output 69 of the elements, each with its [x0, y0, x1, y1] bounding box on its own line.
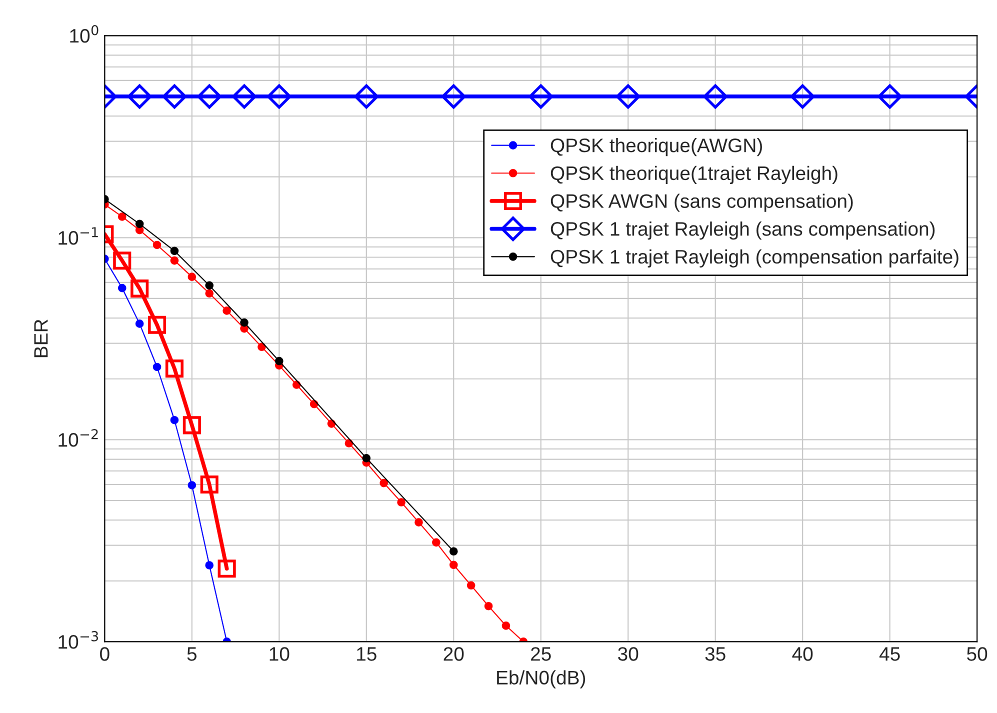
point — [205, 561, 214, 570]
point — [432, 538, 440, 547]
point — [205, 281, 214, 290]
point — [222, 306, 231, 315]
legend-label: QPSK 1 trajet Rayleigh (sans compensation) — [550, 222, 935, 240]
y-tick-label: 10$^{−2}$ — [58, 429, 98, 447]
y-tick-label: 10$^{0}$ — [70, 25, 98, 43]
point — [130, 280, 149, 298]
point — [148, 316, 166, 334]
point — [380, 478, 388, 488]
point — [466, 581, 476, 590]
point — [152, 362, 162, 372]
point — [182, 416, 201, 434]
point — [113, 252, 132, 270]
point — [616, 84, 640, 109]
x-tick-label: 45 — [879, 647, 900, 661]
x-tick-label: 10 — [270, 647, 290, 661]
y-tick-label: 10$^{−1}$ — [58, 227, 98, 245]
point — [205, 289, 214, 298]
point — [165, 360, 184, 378]
point — [397, 498, 406, 506]
legend-label: QPSK theorique(AWGN) — [550, 138, 762, 156]
x-tick-label: 50 — [967, 647, 988, 661]
point — [258, 342, 266, 352]
point — [484, 602, 493, 610]
point — [790, 84, 815, 109]
point — [528, 84, 554, 109]
point — [449, 560, 458, 570]
point — [135, 320, 144, 328]
x-tick-label: 15 — [357, 647, 376, 661]
point — [162, 84, 187, 109]
point — [240, 318, 248, 327]
point — [118, 284, 126, 292]
point — [152, 240, 162, 250]
point — [354, 84, 379, 109]
point — [274, 356, 284, 366]
point — [170, 246, 179, 256]
point — [200, 475, 218, 494]
point — [170, 416, 179, 424]
x-tick-label: 35 — [705, 647, 726, 661]
point — [127, 84, 152, 109]
point — [170, 256, 179, 265]
point — [449, 547, 458, 556]
point — [135, 220, 144, 228]
legend-label: QPSK AWGN (sans compensation) — [550, 194, 853, 212]
point — [188, 481, 196, 490]
x-tick-label: 30 — [618, 647, 638, 661]
point — [362, 454, 371, 462]
point — [502, 622, 510, 630]
x-tick-label: 5 — [187, 647, 197, 661]
y-tick-label: 10$^{−3}$ — [58, 631, 98, 649]
point — [232, 84, 256, 109]
x-axis-title: Eb/N0(dB) — [497, 670, 586, 688]
y-axis-title: BER — [34, 320, 48, 358]
point — [703, 84, 728, 109]
legend-label: QPSK theorique(1trajet Rayleigh) — [550, 166, 838, 184]
point — [218, 560, 236, 578]
point — [266, 84, 292, 109]
x-tick-label: 40 — [792, 647, 813, 661]
x-tick-label: 0 — [100, 647, 110, 661]
x-tick-label: 20 — [444, 647, 464, 661]
point — [197, 84, 222, 109]
x-tick-label: 25 — [531, 647, 551, 661]
point — [441, 84, 466, 109]
point — [188, 272, 196, 281]
point — [414, 518, 423, 526]
point — [118, 212, 126, 221]
point — [878, 84, 902, 109]
legend-label: QPSK 1 trajet Rayleigh (compensation parfaite) — [550, 249, 958, 268]
